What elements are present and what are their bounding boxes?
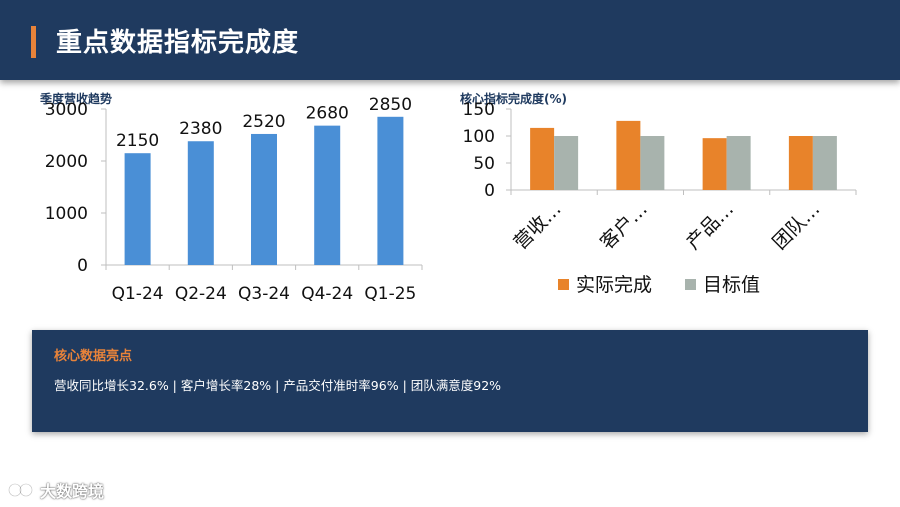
kpi-x-tick-label: 客户…	[596, 198, 652, 254]
revenue-data-label: 2380	[179, 119, 222, 139]
kpi-x-tick-label: 产品…	[682, 198, 738, 254]
revenue-y-tick-label: 2000	[45, 152, 88, 172]
revenue-x-tick-label: Q2-24	[175, 284, 227, 304]
kpi-y-tick-label: 50	[473, 154, 495, 174]
kpi-chart-title: 核心指标完成度(%)	[460, 92, 567, 106]
kpi-x-tick-label: 营收…	[510, 198, 566, 254]
header-accent-bar	[31, 26, 36, 58]
legend-actual-label: 实际完成	[576, 274, 652, 296]
kpi-actual-bar	[702, 138, 727, 190]
header-bar: 重点数据指标完成度	[0, 0, 900, 80]
revenue-data-label: 2150	[116, 131, 159, 151]
footer-logo: 大数跨境	[8, 478, 104, 502]
kpi-bar-chart: 0 50 100 150 营收… 客户… 产品… 团队… 实际完成 目标值	[463, 100, 857, 296]
kpi-actual-bar	[616, 120, 641, 190]
kpi-target-bar	[726, 136, 751, 190]
revenue-y-tick-label: 0	[77, 256, 88, 276]
revenue-bar	[377, 116, 404, 265]
revenue-data-label: 2850	[369, 95, 412, 115]
revenue-x-tick-label: Q1-25	[364, 284, 416, 304]
kpi-target-bar	[640, 136, 665, 190]
kpi-target-bar	[812, 136, 837, 190]
kpi-target-bar	[554, 136, 579, 190]
page-title: 重点数据指标完成度	[56, 28, 300, 58]
revenue-bar	[187, 141, 214, 265]
revenue-x-tick-label: Q4-24	[301, 284, 353, 304]
kpi-actual-bar	[530, 127, 555, 190]
revenue-bar	[314, 125, 341, 265]
revenue-x-tick-label: Q1-24	[112, 284, 164, 304]
highlights-panel: 核心数据亮点 营收同比增长32.6% | 客户增长率28% | 产品交付准时率9…	[32, 330, 868, 432]
revenue-y-tick-label: 3000	[45, 100, 88, 120]
brand-logo-icon	[8, 482, 34, 498]
revenue-bar	[251, 133, 277, 265]
revenue-chart-title: 季度营收趋势	[40, 92, 113, 106]
legend-target-swatch	[685, 279, 696, 290]
revenue-bar	[124, 153, 151, 265]
highlights-title: 核心数据亮点	[54, 349, 133, 364]
kpi-y-tick-label: 0	[484, 181, 495, 201]
kpi-y-tick-label: 150	[463, 100, 495, 120]
legend-actual-swatch	[558, 279, 569, 290]
revenue-x-tick-label: Q3-24	[238, 284, 290, 304]
legend-target-label: 目标值	[703, 274, 760, 296]
revenue-data-label: 2680	[306, 104, 349, 124]
highlights-text: 营收同比增长32.6% | 客户增长率28% | 产品交付准时率96% | 团队…	[54, 378, 502, 393]
revenue-bar-chart: 0 1000 2000 3000 2150 Q1-24 2380 Q2-24 2520 Q3-24…	[45, 95, 423, 304]
kpi-actual-bar	[788, 136, 813, 190]
kpi-x-tick-label: 团队…	[769, 198, 825, 254]
brand-logo-text: 大数跨境	[40, 482, 105, 501]
revenue-y-tick-label: 1000	[45, 204, 88, 224]
revenue-data-label: 2520	[242, 112, 285, 132]
kpi-y-tick-label: 100	[463, 127, 495, 147]
